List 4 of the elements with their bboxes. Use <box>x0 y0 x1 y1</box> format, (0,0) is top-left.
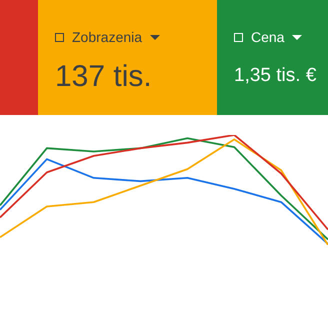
text: 137 tis. <box>55 60 153 94</box>
legend-label: Zobrazenia <box>72 29 142 45</box>
legend-label: Cena <box>251 29 284 45</box>
text: 1,35 tis. € <box>234 65 318 87</box>
